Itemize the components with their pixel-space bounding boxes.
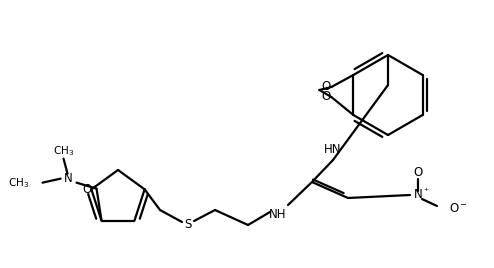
Text: NH: NH (269, 207, 287, 221)
Text: $^+$: $^+$ (422, 187, 430, 195)
Text: CH$_3$: CH$_3$ (8, 176, 29, 189)
Text: O: O (413, 166, 423, 180)
Text: O: O (322, 80, 331, 94)
Text: O: O (83, 183, 92, 196)
Text: O: O (322, 91, 331, 103)
Text: S: S (184, 218, 192, 232)
Text: N: N (413, 188, 422, 202)
Text: O$^-$: O$^-$ (449, 202, 468, 214)
Text: CH$_3$: CH$_3$ (53, 144, 74, 158)
Text: N: N (64, 172, 73, 185)
Text: HN: HN (324, 143, 342, 156)
